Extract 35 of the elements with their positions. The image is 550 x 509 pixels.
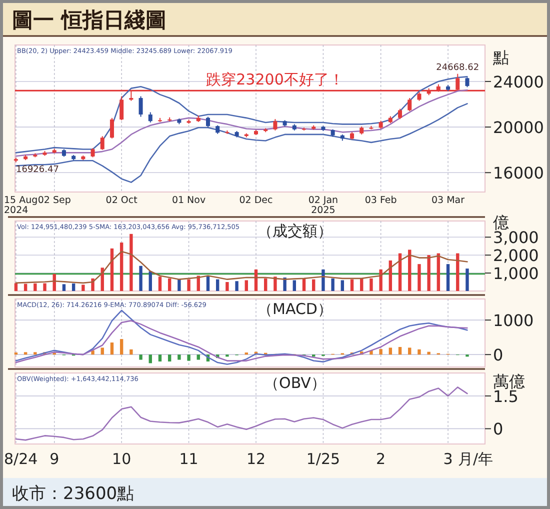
chart-title: （MACD） <box>258 300 332 318</box>
y-tick-label: 24000 <box>493 72 544 92</box>
x-tick-label: 03 Mar <box>432 195 465 206</box>
x-tick-label: 9 <box>50 450 60 468</box>
x-tick-label: 02 Oct <box>106 195 138 206</box>
y-axis-title: 點 <box>492 48 509 67</box>
x-axis-title: 月/年 <box>458 450 494 468</box>
y-tick-label: 1000 <box>493 311 534 330</box>
chart-title: （OBV） <box>264 374 326 392</box>
chart-title: （成交額） <box>258 222 332 240</box>
annotation: 24668.62 <box>436 62 480 73</box>
x-tick-label: 15 Aug 2024 <box>4 195 38 216</box>
x-tick-label: 02 Jan 2025 <box>308 195 338 216</box>
x-tick-label: 8/24 <box>4 450 38 468</box>
x-tick-label: 02 Dec <box>239 195 273 206</box>
x-tick-label: 02 Sep <box>38 195 71 206</box>
y-tick-label: 20000 <box>493 118 544 138</box>
x-tick-label: 2 <box>376 450 386 468</box>
y-tick-label: 16000 <box>493 164 544 183</box>
y-axis-title: 億 <box>493 213 509 232</box>
annotation: 16926.47 <box>16 165 59 176</box>
x-tick-label: 03 Feb <box>364 195 397 206</box>
x-tick-label: 12 <box>246 450 266 468</box>
ref-line-label: 跌穿23200不好了！ <box>206 70 344 89</box>
y-tick-label: 0 <box>493 346 504 365</box>
y-tick-label: 0 <box>493 420 504 439</box>
x-tick-label: 10 <box>112 450 132 468</box>
text: 收市：23600點 <box>12 484 134 504</box>
y-tick-label: 1,000 <box>493 264 539 284</box>
x-tick-label: 3 <box>443 450 453 468</box>
chart-title: 圖一 恒指日綫圖 <box>12 8 166 32</box>
y-tick-label: 2,000 <box>493 246 539 266</box>
x-tick-label: 01 Nov <box>172 195 206 206</box>
x-tick-label: 1/25 <box>306 450 340 468</box>
x-tick-label: 11 <box>179 450 198 468</box>
